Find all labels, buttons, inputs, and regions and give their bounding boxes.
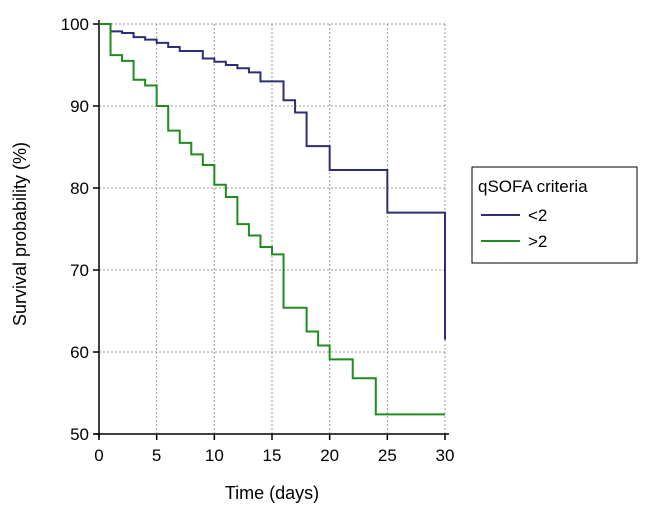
y-tick-label: 80 [70,179,89,198]
series-line-lt2 [99,23,446,340]
y-tick-label: 100 [61,15,89,34]
grid [99,24,445,434]
y-tick-label: 60 [70,343,89,362]
x-tick-label: 15 [263,446,282,465]
x-tick-label: 5 [152,446,161,465]
x-tick-label: 25 [378,446,397,465]
x-tick-label: 0 [94,446,103,465]
y-tick-label: 90 [70,97,89,116]
x-tick-label: 30 [436,446,455,465]
legend-title: qSOFA criteria [478,177,588,196]
series-layer [99,23,446,416]
x-axis-title: Time (days) [225,483,319,503]
x-tick-label: 10 [205,446,224,465]
axis-ticks: 0 5 10 15 20 25 30 50 60 70 80 90 100 [61,15,455,465]
y-axis-title: Survival probability (%) [10,142,30,326]
y-tick-label: 70 [70,261,89,280]
y-tick-label: 50 [70,425,89,444]
legend-entry-label: <2 [528,206,547,225]
x-tick-label: 20 [320,446,339,465]
series-line-gt2 [99,23,445,416]
legend-entry-label: >2 [528,232,547,251]
legend: qSOFA criteria <2 >2 [471,166,638,264]
